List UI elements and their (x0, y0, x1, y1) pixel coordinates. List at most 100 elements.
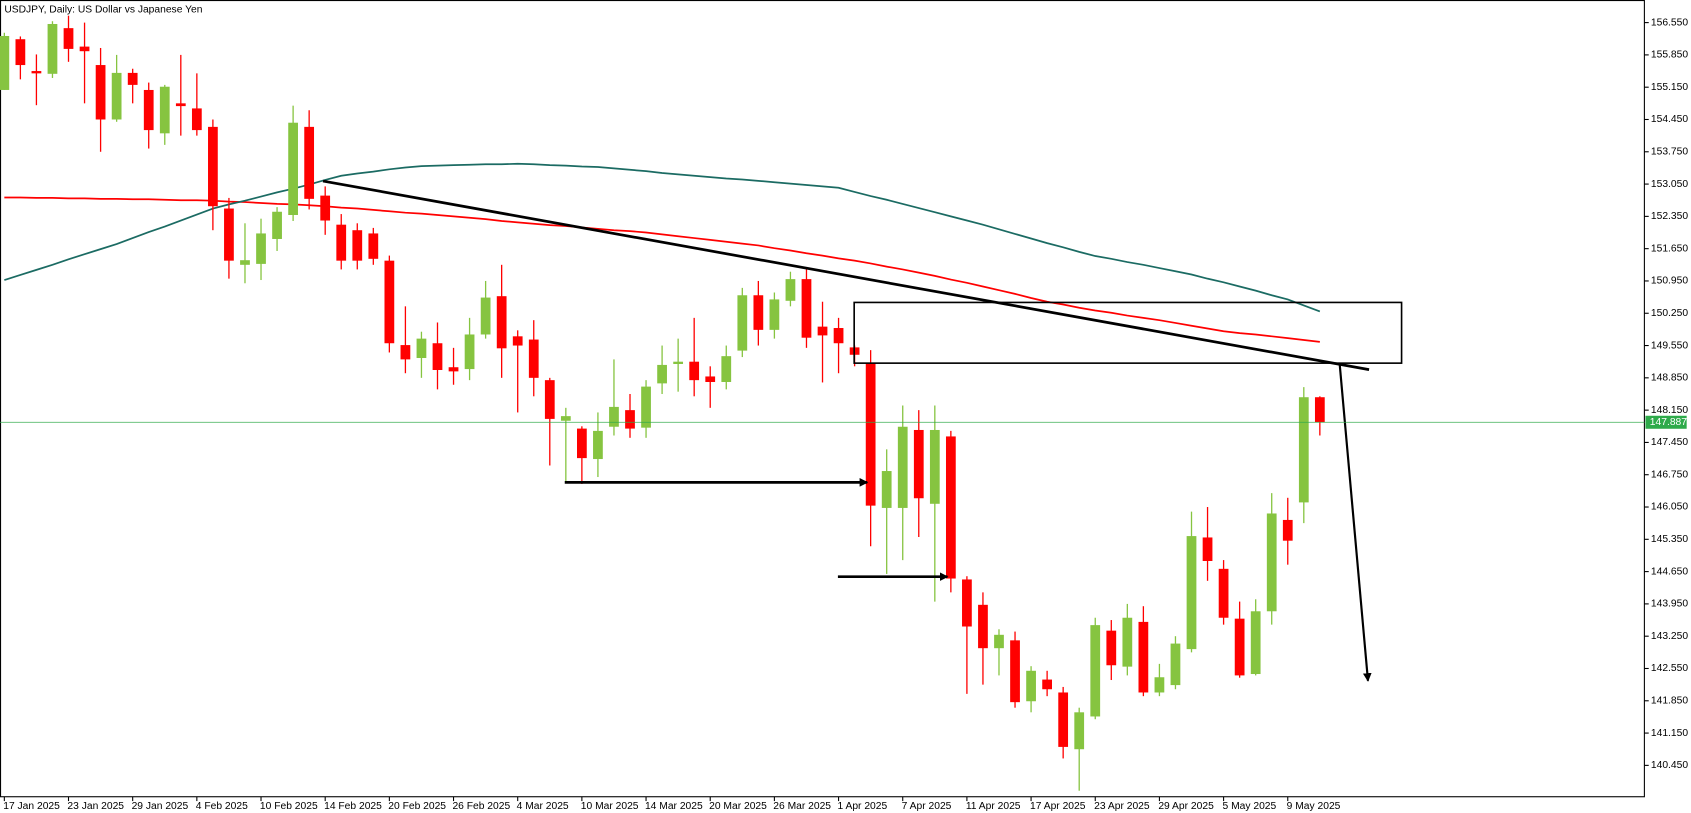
candle-body (240, 260, 250, 265)
x-tick-label: 29 Apr 2025 (1158, 801, 1214, 812)
x-tick-label: 10 Mar 2025 (581, 801, 639, 812)
candle-body (689, 361, 700, 381)
candle-body (384, 260, 395, 344)
candle-body (304, 126, 315, 199)
candle-body (1234, 618, 1245, 676)
candle-body (881, 471, 892, 508)
candle-body (111, 72, 122, 120)
chart-title: USDJPY, Daily: US Dollar vs Japanese Yen (4, 4, 202, 15)
candle-body (945, 436, 956, 579)
candle-body (1266, 513, 1277, 612)
candle-body (208, 126, 218, 207)
x-tick-label: 4 Feb 2025 (196, 801, 248, 812)
candle-body (432, 343, 443, 370)
candle-body (1314, 397, 1325, 423)
candle-body (1298, 397, 1309, 503)
y-tick-label: 152.350 (1651, 211, 1688, 222)
candle-body (673, 361, 684, 364)
candle-body (175, 103, 186, 107)
x-tick-label: 14 Feb 2025 (324, 801, 382, 812)
candle-body (63, 28, 74, 49)
y-tick-label: 144.650 (1651, 566, 1688, 577)
arrow (1338, 365, 1372, 682)
y-tick-label: 154.450 (1651, 114, 1688, 125)
indicator-layer (4, 162, 1321, 343)
candle-body (1106, 630, 1117, 666)
y-tick-label: 153.750 (1651, 147, 1688, 158)
candle-body (256, 233, 266, 264)
candle-body (1042, 679, 1052, 690)
annotations (322, 179, 1403, 682)
candle-body (352, 230, 363, 261)
candle-body (1218, 568, 1229, 618)
y-tick-label: 143.950 (1651, 599, 1688, 610)
candle-body (705, 376, 716, 382)
candle-body (47, 23, 58, 74)
last-price-label: 147.887 (1650, 417, 1687, 428)
candle-body (962, 579, 972, 627)
candle-body (1282, 519, 1293, 541)
candle-body (1154, 677, 1165, 693)
candle-body (1186, 536, 1197, 650)
trend-line (322, 179, 1370, 371)
candle-body (224, 208, 234, 261)
y-tick-label: 145.350 (1651, 534, 1688, 545)
candle-body (560, 416, 571, 421)
y-tick-label: 140.450 (1651, 760, 1688, 771)
candle-body (496, 296, 507, 349)
x-tick-label: 20 Feb 2025 (388, 801, 446, 812)
candle-body (1138, 621, 1149, 693)
candle-body (1250, 611, 1261, 675)
candle-body (1026, 670, 1036, 702)
candle-body (15, 39, 26, 66)
candle-body (336, 224, 347, 261)
candle-body (737, 295, 748, 351)
candle-body (400, 345, 411, 360)
candle-body (368, 233, 379, 259)
axes: 156.550 155.850 155.150 154.450 153.750 153.0… (0, 17, 1688, 812)
candle-body (753, 295, 764, 330)
x-tick-label: 1 Apr 2025 (837, 801, 887, 812)
x-tick-label: 4 Mar 2025 (517, 801, 569, 812)
x-tick-label: 10 Feb 2025 (260, 801, 318, 812)
candle-body (191, 108, 202, 131)
candle-body (1202, 537, 1213, 561)
candle-body (544, 380, 555, 419)
plot-frame (0, 0, 1645, 798)
x-tick-label: 5 May 2025 (1223, 801, 1277, 812)
candle-body (785, 279, 796, 301)
candle-layer (0, 15, 1325, 791)
candle-body (95, 65, 106, 120)
y-tick-label: 141.150 (1651, 728, 1688, 739)
candle-body (1074, 712, 1085, 750)
candle-body (320, 195, 331, 221)
candle-body (288, 122, 298, 215)
x-tick-label: 26 Mar 2025 (773, 801, 831, 812)
y-tick-label: 141.850 (1651, 695, 1688, 706)
y-tick-label: 149.550 (1651, 340, 1688, 351)
candle-body (79, 46, 90, 52)
candle-body (801, 279, 812, 338)
candle-body (143, 89, 154, 131)
candle-body (817, 326, 828, 336)
y-tick-label: 155.850 (1651, 50, 1688, 61)
moving-average (4, 196, 1320, 343)
candle-body (272, 211, 282, 239)
candle-body (609, 406, 619, 427)
x-tick-label: 11 Apr 2025 (966, 801, 1021, 812)
candle-body (528, 339, 539, 378)
y-tick-label: 143.250 (1651, 631, 1688, 642)
candle-body (657, 364, 667, 384)
candle-body (512, 336, 523, 346)
candle-body (929, 429, 940, 504)
x-tick-label: 17 Apr 2025 (1030, 801, 1086, 812)
candle-body (1090, 625, 1101, 717)
x-tick-label: 26 Feb 2025 (452, 801, 510, 812)
x-tick-label: 29 Jan 2025 (132, 801, 189, 812)
candle-body (448, 367, 459, 372)
y-tick-label: 150.250 (1651, 308, 1688, 319)
candle-body (625, 410, 635, 429)
candle-body (1122, 617, 1133, 667)
